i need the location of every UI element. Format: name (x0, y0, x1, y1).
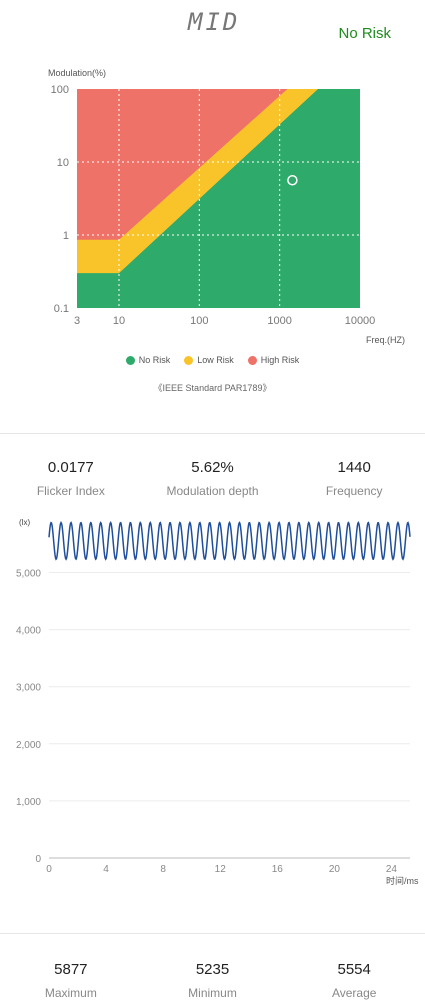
y-tick-label: 10 (57, 157, 69, 169)
waveform-line (48, 520, 411, 561)
risk-grid (77, 89, 360, 308)
device-logo: MID (188, 8, 241, 36)
metric-label: Maximum (44, 986, 97, 1000)
risk-status: No Risk (338, 25, 391, 42)
metric-label: Flicker Index (36, 484, 105, 498)
legend-item-no-risk: No Risk (125, 355, 171, 365)
measurement-point (287, 175, 298, 186)
region-no-risk (77, 89, 360, 308)
risk-legend: No Risk Low Risk High Risk (0, 355, 425, 365)
x-tick-label: 3 (74, 315, 80, 327)
metric-minimum: 5235 Minimum (142, 961, 284, 1000)
y-tick-label: 3,000 (16, 683, 41, 694)
x-tick-label: 10000 (345, 315, 376, 327)
y-tick-label: 1 (63, 230, 69, 242)
legend-dot-red (247, 355, 257, 365)
metric-maximum: 5877 Maximum (0, 961, 142, 1000)
y-tick-label: 2,000 (16, 740, 41, 751)
section-divider (0, 933, 425, 934)
wave-xlabel: 时间/ms (386, 875, 419, 886)
wave-ylabel: (lx) (19, 518, 30, 527)
metric-value: 0.0177 (47, 459, 94, 476)
legend-item-high-risk: High Risk (247, 355, 300, 365)
metric-frequency: 1440 Frequency (283, 459, 425, 498)
legend-label: Low Risk (197, 355, 234, 365)
metric-flicker-index: 0.0177 Flicker Index (0, 459, 142, 498)
risk-ticks: 3 10 100 1000 10000 0.1 1 10 100 (51, 84, 376, 327)
header: MID No Risk (0, 0, 425, 60)
risk-chart: Modulation(%) 3 10 100 1000 10000 0.1 1 10 100 F… (48, 68, 405, 345)
metric-label: Average (331, 986, 377, 1000)
y-tick-label: 1,000 (16, 797, 41, 808)
x-tick-label: 0 (46, 864, 52, 875)
y-tick-label: 100 (51, 84, 69, 96)
y-tick-label: 0.1 (54, 303, 69, 315)
standard-caption: 《IEEE Standard PAR1789》 (153, 383, 272, 393)
illuminance-metrics: 5877 Maximum 5235 Minimum 5554 Average (0, 961, 425, 1000)
metric-average: 5554 Average (283, 961, 425, 1000)
metric-label: Frequency (325, 484, 383, 498)
x-tick-label: 16 (272, 864, 284, 875)
legend-dot-yellow (184, 355, 194, 365)
x-tick-label: 1000 (267, 315, 291, 327)
metric-value: 5235 (195, 961, 230, 978)
legend-item-low-risk: Low Risk (184, 355, 234, 365)
legend-label: No Risk (138, 355, 171, 365)
metric-modulation-depth: 5.62% Modulation depth (142, 459, 284, 498)
x-tick-label: 24 (386, 864, 398, 875)
waveform-chart: (lx) 0 1,000 2,000 3,000 4,000 5,000 0 4 8 12 16 20… (16, 518, 419, 886)
section-divider (0, 433, 425, 434)
x-tick-label: 8 (160, 864, 166, 875)
y-tick-label: 5,000 (16, 569, 41, 580)
wave-ticks: 0 1,000 2,000 3,000 4,000 5,000 0 4 8 12 16 20 24 (16, 569, 397, 875)
x-tick-label: 10 (113, 315, 125, 327)
metric-label: Minimum (188, 986, 237, 1000)
x-tick-label: 12 (215, 864, 227, 875)
risk-regions (77, 89, 360, 308)
legend-label: High Risk (260, 355, 300, 365)
y-tick-label: 0 (35, 854, 41, 865)
metric-value: 1440 (337, 459, 371, 476)
legend-dot-green (125, 355, 135, 365)
metric-value: 5877 (54, 961, 88, 978)
metric-value: 5554 (337, 961, 371, 978)
metric-value: 5.62% (191, 459, 234, 476)
risk-xlabel: Freq.(HZ) (366, 335, 405, 345)
x-tick-label: 4 (103, 864, 109, 875)
wave-grid (49, 572, 410, 859)
x-tick-label: 100 (190, 315, 208, 327)
metric-label: Modulation depth (166, 484, 259, 498)
risk-ylabel: Modulation(%) (48, 68, 106, 78)
y-tick-label: 4,000 (16, 626, 41, 637)
flicker-metrics: 0.0177 Flicker Index 5.62% Modulation dept… (0, 459, 425, 498)
x-tick-label: 20 (329, 864, 341, 875)
